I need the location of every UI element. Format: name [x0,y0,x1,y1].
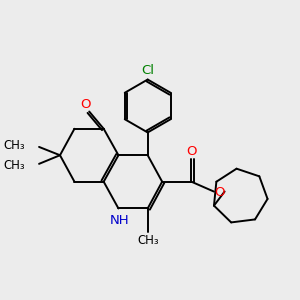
Text: CH₃: CH₃ [4,159,25,172]
Text: CH₃: CH₃ [4,139,25,152]
Text: O: O [215,186,225,199]
Text: Cl: Cl [141,64,154,77]
Text: NH: NH [109,214,129,227]
Text: O: O [80,98,91,111]
Text: CH₃: CH₃ [137,234,159,247]
Text: O: O [187,145,197,158]
